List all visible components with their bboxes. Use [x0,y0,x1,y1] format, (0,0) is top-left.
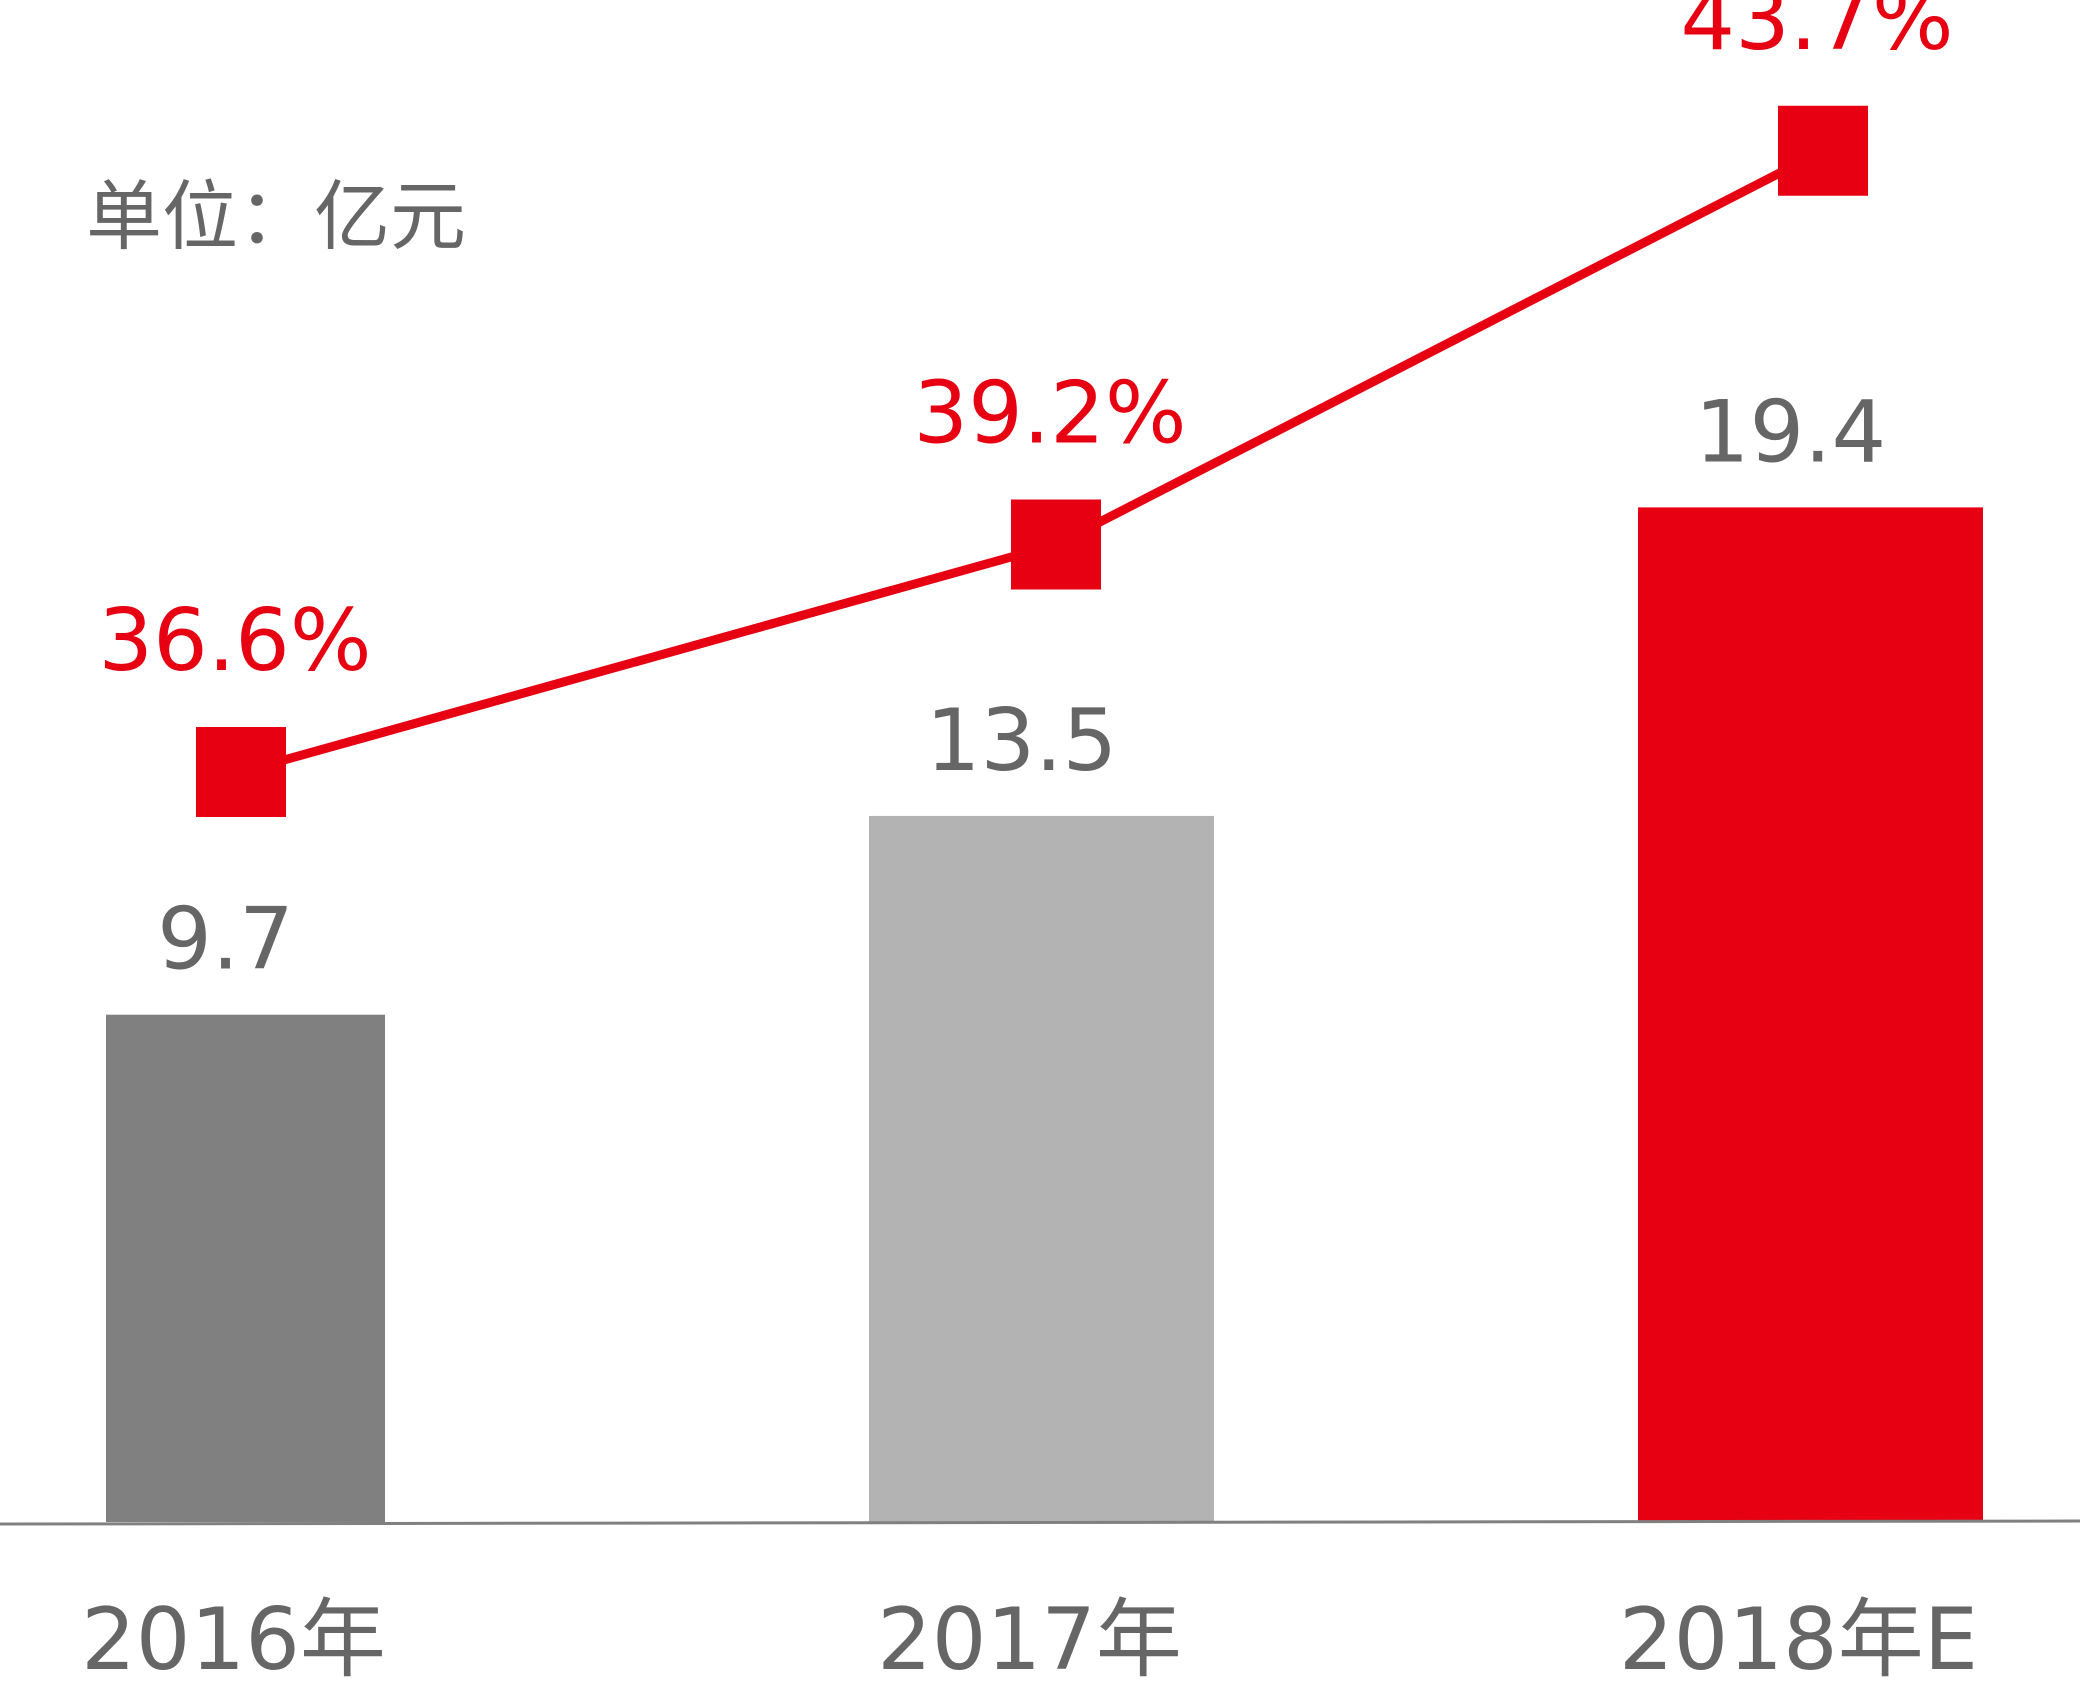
bar-value-label: 13.5 [926,691,1117,791]
x-tick-label: 2017年 [877,1590,1182,1690]
x-tick-label: 2016年 [81,1590,386,1690]
bar-value-label: 9.7 [157,890,294,990]
x-tick-label: 2018年E [1619,1590,1978,1690]
line-value-label: 36.6% [98,591,371,691]
bar-2017年 [869,815,1214,1522]
line-marker [1778,105,1868,196]
line-value-label: 39.2% [913,364,1186,464]
bar-value-label: 19.4 [1695,382,1886,482]
x-axis-line [0,1519,2080,1526]
line-value-label: 43.7% [1680,0,1953,70]
bar-2018年E [1638,507,1983,1522]
line-marker [196,727,286,817]
unit-label: 单位：亿元 [86,172,466,261]
line-marker [1011,499,1101,590]
bar-2016年 [106,1014,385,1522]
